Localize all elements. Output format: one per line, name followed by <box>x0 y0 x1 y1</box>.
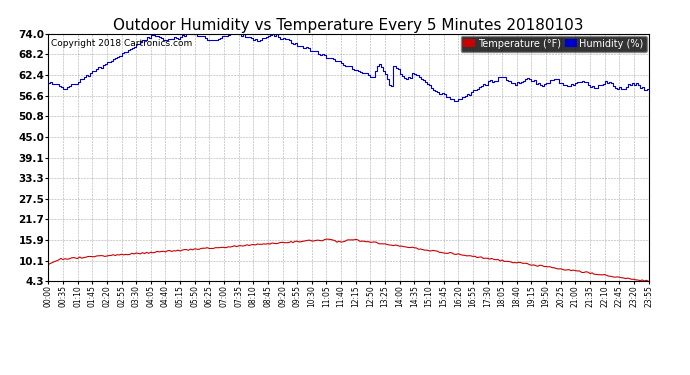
Legend: Temperature (°F), Humidity (%): Temperature (°F), Humidity (%) <box>460 36 647 51</box>
Title: Outdoor Humidity vs Temperature Every 5 Minutes 20180103: Outdoor Humidity vs Temperature Every 5 … <box>113 18 584 33</box>
Text: Copyright 2018 Cartronics.com: Copyright 2018 Cartronics.com <box>51 39 193 48</box>
